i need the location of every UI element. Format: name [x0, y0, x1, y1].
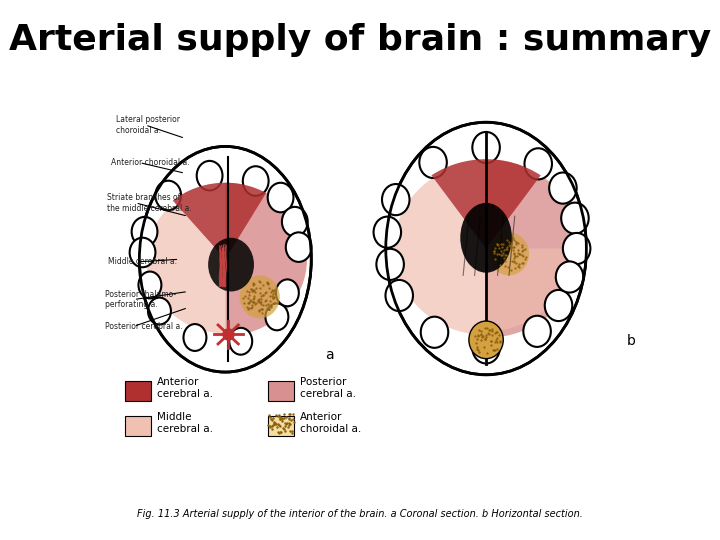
FancyBboxPatch shape	[125, 416, 150, 436]
Ellipse shape	[469, 321, 503, 359]
Ellipse shape	[132, 217, 158, 246]
Wedge shape	[225, 183, 307, 336]
Wedge shape	[146, 202, 225, 333]
Ellipse shape	[276, 279, 299, 306]
Text: Posterior cerebral a.: Posterior cerebral a.	[105, 322, 183, 331]
Text: Lateral posterior
choroidal a.: Lateral posterior choroidal a.	[117, 115, 181, 134]
Ellipse shape	[549, 172, 577, 204]
Ellipse shape	[386, 122, 586, 375]
Ellipse shape	[184, 324, 207, 351]
Ellipse shape	[243, 166, 269, 196]
Ellipse shape	[524, 148, 552, 179]
Wedge shape	[394, 178, 486, 335]
FancyBboxPatch shape	[269, 416, 294, 436]
Ellipse shape	[148, 298, 171, 325]
Text: Anterior
choroidal a.: Anterior choroidal a.	[300, 413, 361, 434]
Ellipse shape	[286, 232, 312, 262]
Text: a: a	[325, 348, 334, 362]
Ellipse shape	[382, 184, 410, 215]
Ellipse shape	[266, 303, 288, 330]
Text: Posterior thalamo-
perforating a.: Posterior thalamo- perforating a.	[105, 290, 176, 309]
Ellipse shape	[556, 261, 583, 293]
Ellipse shape	[229, 328, 252, 355]
Text: Arterial supply of brain : summary: Arterial supply of brain : summary	[9, 23, 711, 57]
Text: Fig. 11.3 Arterial supply of the interior of the brain. a Coronal section. b Hor: Fig. 11.3 Arterial supply of the interio…	[137, 509, 583, 519]
FancyBboxPatch shape	[125, 381, 150, 401]
Ellipse shape	[489, 232, 529, 275]
Ellipse shape	[240, 275, 280, 319]
Ellipse shape	[374, 217, 401, 248]
Ellipse shape	[472, 132, 500, 163]
Ellipse shape	[420, 316, 449, 348]
Ellipse shape	[419, 147, 447, 178]
Wedge shape	[486, 248, 575, 331]
Ellipse shape	[385, 280, 413, 311]
FancyBboxPatch shape	[269, 381, 294, 401]
Wedge shape	[173, 183, 266, 259]
Ellipse shape	[130, 238, 156, 267]
Ellipse shape	[208, 238, 254, 292]
Ellipse shape	[197, 161, 222, 191]
Ellipse shape	[563, 233, 590, 264]
Ellipse shape	[460, 203, 512, 273]
Wedge shape	[486, 159, 581, 338]
Ellipse shape	[140, 146, 311, 372]
Text: b: b	[626, 334, 635, 348]
Text: Anterior choroidal a.: Anterior choroidal a.	[111, 158, 189, 167]
Ellipse shape	[472, 332, 500, 363]
Wedge shape	[431, 159, 541, 248]
Text: Striate branches of
the middle cerebral a.: Striate branches of the middle cerebral …	[107, 193, 192, 213]
Ellipse shape	[561, 202, 589, 234]
Ellipse shape	[268, 183, 294, 212]
Ellipse shape	[377, 249, 404, 280]
Ellipse shape	[156, 181, 181, 210]
Text: Middle cerebral a.: Middle cerebral a.	[108, 258, 177, 266]
Text: Posterior
cerebral a.: Posterior cerebral a.	[300, 377, 356, 399]
Ellipse shape	[545, 290, 572, 321]
Text: Anterior
cerebral a.: Anterior cerebral a.	[156, 377, 212, 399]
Ellipse shape	[138, 272, 161, 299]
Ellipse shape	[523, 316, 551, 347]
Ellipse shape	[282, 207, 307, 237]
Text: Middle
cerebral a.: Middle cerebral a.	[156, 413, 212, 434]
